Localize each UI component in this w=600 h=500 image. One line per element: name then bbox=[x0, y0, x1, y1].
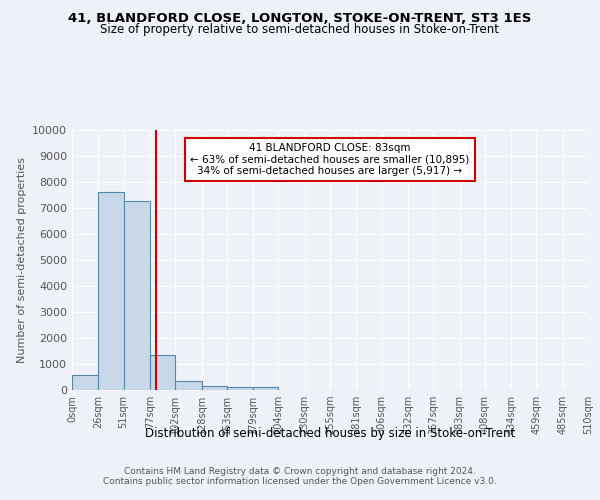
Y-axis label: Number of semi-detached properties: Number of semi-detached properties bbox=[17, 157, 26, 363]
Text: 41 BLANDFORD CLOSE: 83sqm
← 63% of semi-detached houses are smaller (10,895)
34%: 41 BLANDFORD CLOSE: 83sqm ← 63% of semi-… bbox=[190, 143, 470, 176]
Bar bbox=[202, 386, 227, 390]
Text: 41, BLANDFORD CLOSE, LONGTON, STOKE-ON-TRENT, ST3 1ES: 41, BLANDFORD CLOSE, LONGTON, STOKE-ON-T… bbox=[68, 12, 532, 26]
Bar bbox=[150, 355, 175, 390]
Bar bbox=[227, 386, 253, 390]
Text: Contains public sector information licensed under the Open Government Licence v3: Contains public sector information licen… bbox=[103, 478, 497, 486]
Text: Contains HM Land Registry data © Crown copyright and database right 2024.: Contains HM Land Registry data © Crown c… bbox=[124, 468, 476, 476]
Text: Distribution of semi-detached houses by size in Stoke-on-Trent: Distribution of semi-detached houses by … bbox=[145, 428, 515, 440]
Bar bbox=[175, 382, 202, 390]
Bar bbox=[98, 192, 124, 390]
Text: Size of property relative to semi-detached houses in Stoke-on-Trent: Size of property relative to semi-detach… bbox=[101, 22, 499, 36]
Bar bbox=[124, 201, 150, 390]
Bar bbox=[72, 375, 98, 390]
Bar bbox=[253, 388, 278, 390]
